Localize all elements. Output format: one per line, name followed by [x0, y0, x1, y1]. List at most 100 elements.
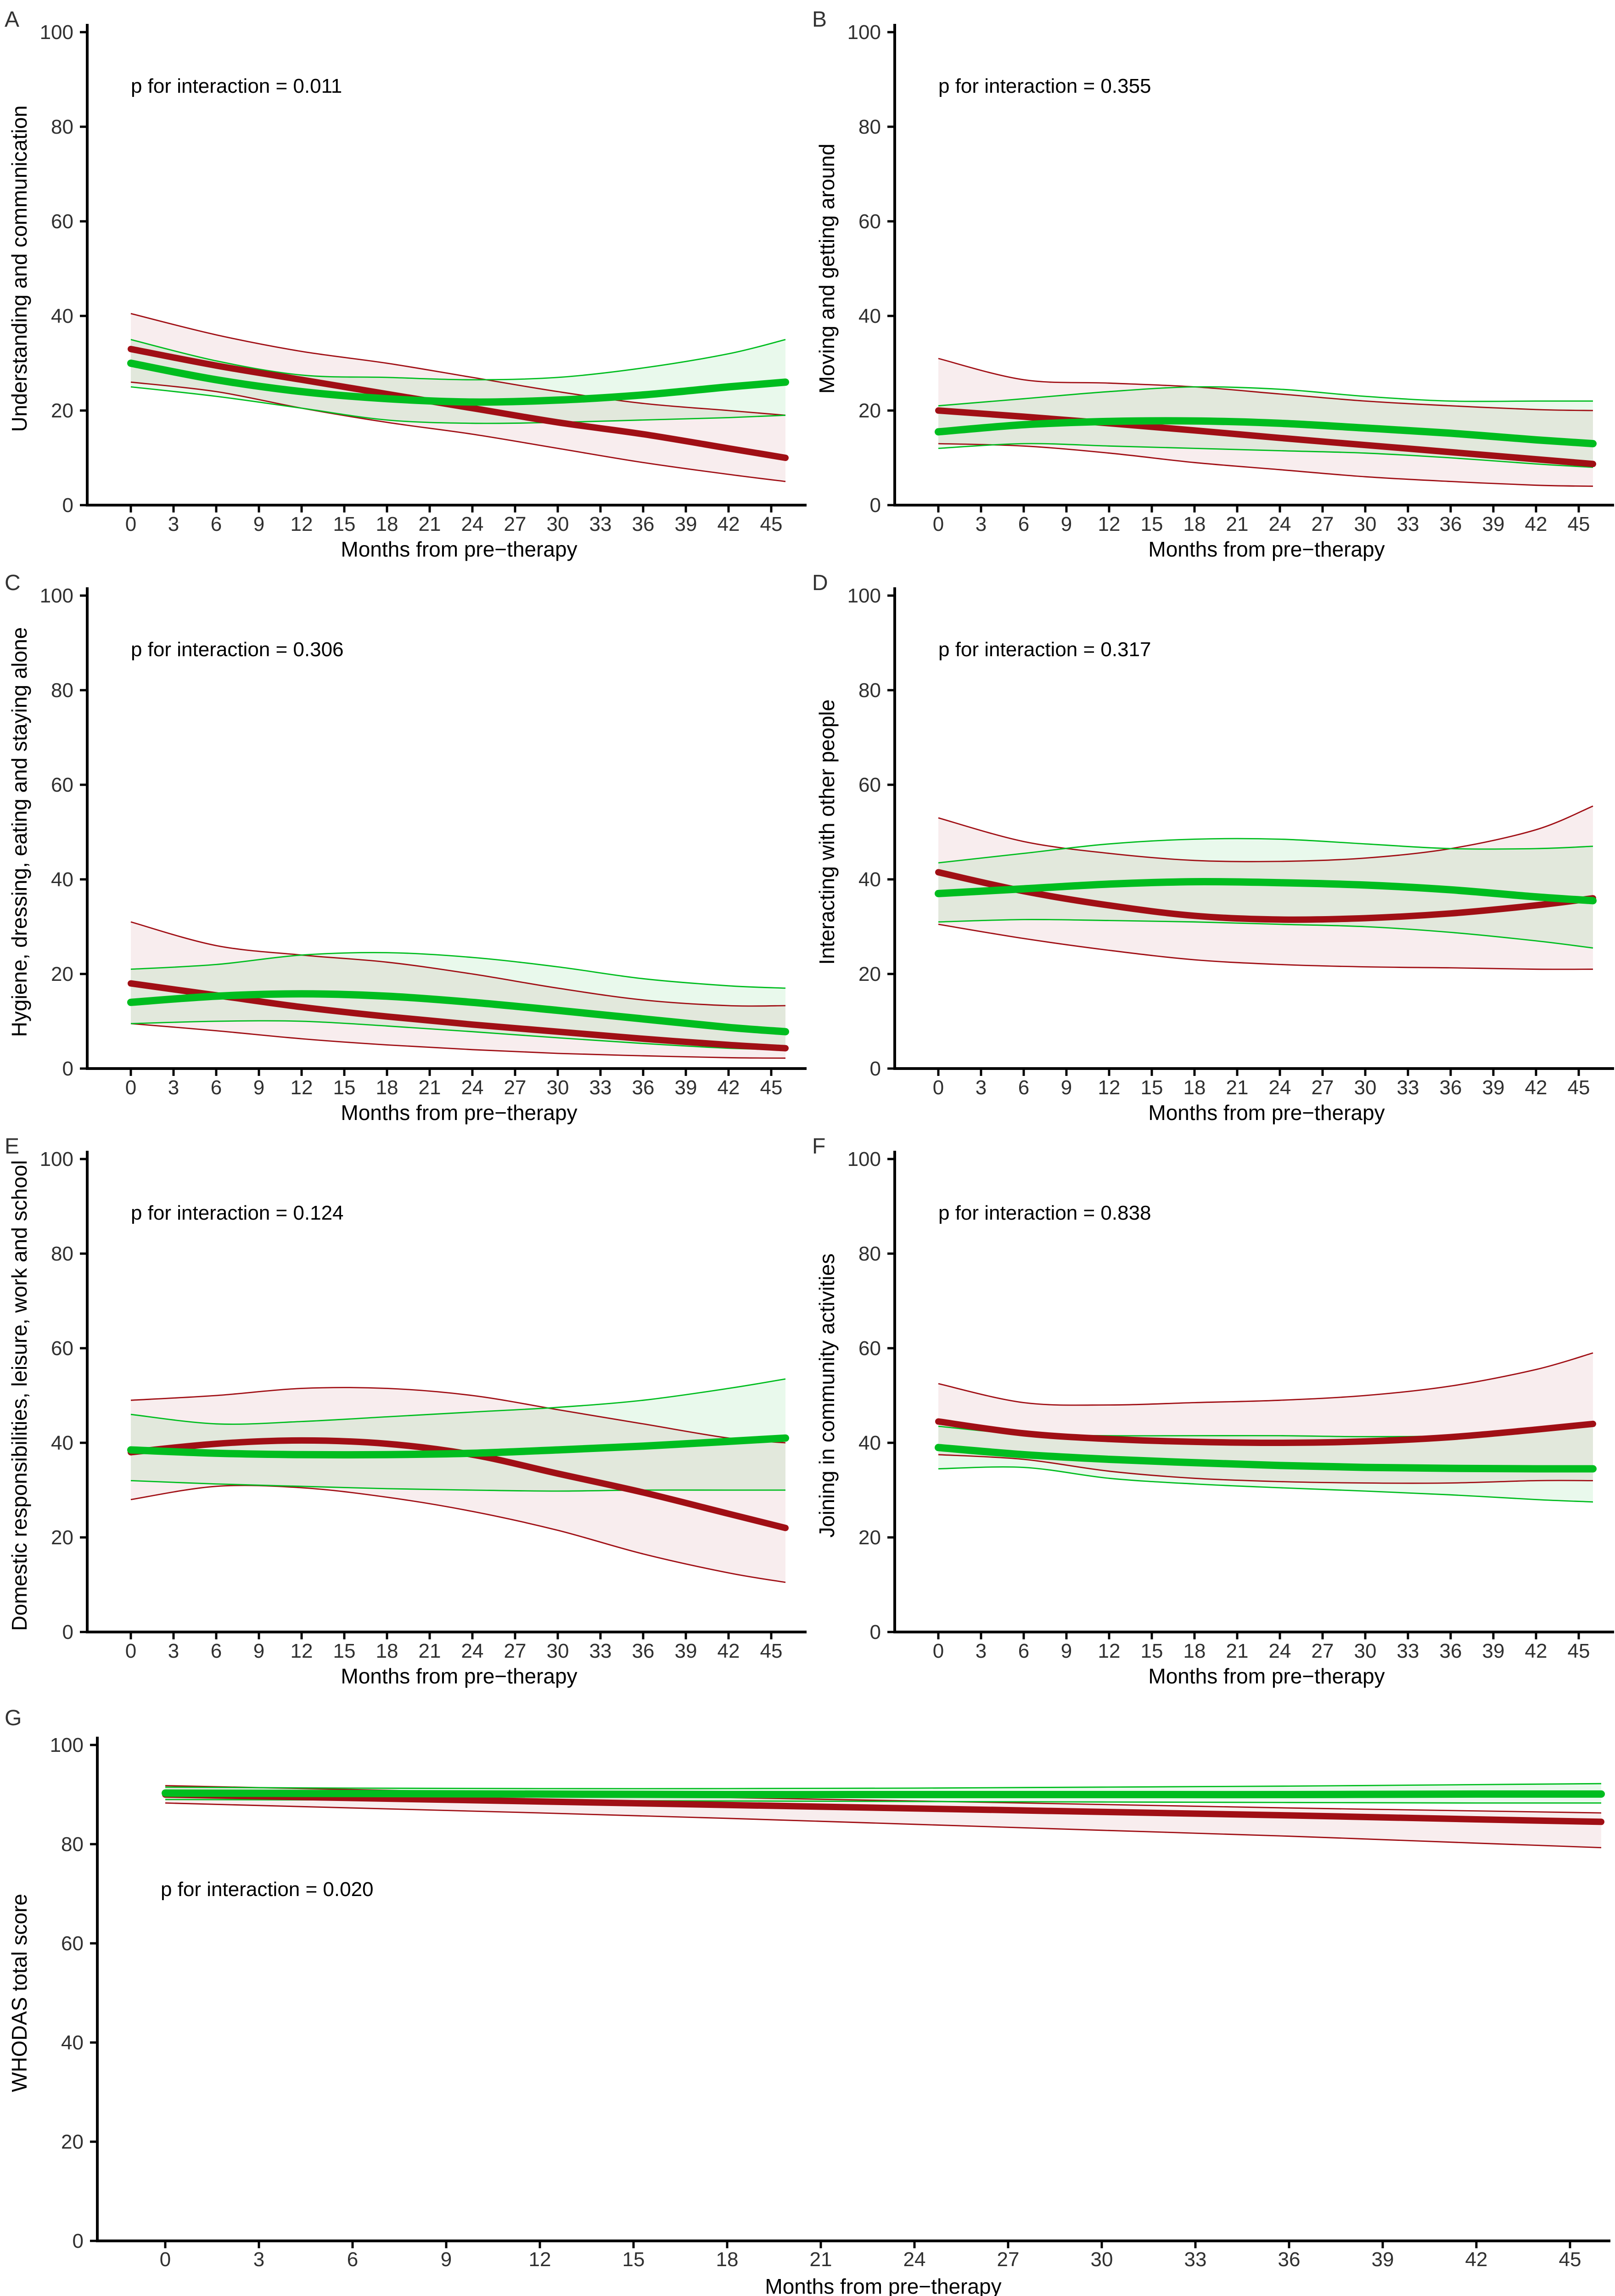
tau-ci-lower-line: [938, 923, 1593, 970]
panel-understanding-communication: 0 20 40 60 80 100 0 3 6 9 12 15 18 21 24 27 30 33 36 39 42 45…: [0, 0, 808, 563]
x-tick-label: 18: [1183, 513, 1206, 535]
y-tick-label: 0: [73, 2230, 84, 2252]
y-tick-label: 60: [858, 210, 881, 233]
x-tick-label: 15: [333, 1076, 356, 1099]
tau-ci-band: [131, 1387, 785, 1582]
y-tick-label: 80: [51, 679, 73, 702]
tau-ci-band: [131, 313, 785, 482]
tau-ci-lower-line: [130, 381, 786, 482]
y-tick-label: 40: [51, 868, 73, 891]
tau-ci-lower-line: [938, 1454, 1593, 1484]
x-tick-label: 3: [168, 513, 179, 535]
at-ci-lower-line: [130, 1020, 786, 1051]
at-ci-band: [131, 339, 785, 424]
panel-letter: C: [5, 571, 21, 595]
x-tick-label: 6: [1018, 513, 1029, 535]
tau-ci-lower-line: [130, 1023, 786, 1059]
y-tick-label: 20: [51, 1526, 73, 1549]
at-ci-lower-line: [938, 1466, 1593, 1503]
x-tick-label: 36: [1440, 1640, 1462, 1662]
y-tick-label: 80: [858, 679, 881, 702]
x-tick-label: 21: [1226, 1076, 1249, 1099]
p-interaction-label: p for interaction = 0.124: [131, 1202, 344, 1224]
x-tick-label: 45: [760, 1076, 783, 1099]
panel-letter: F: [812, 1134, 825, 1159]
x-tick-label: 33: [1184, 2248, 1207, 2271]
y-tick-label: 60: [51, 210, 73, 233]
y-tick-label: 40: [51, 1432, 73, 1454]
tau-mean-line: [935, 869, 1596, 923]
x-tick-label: 33: [1397, 513, 1419, 535]
x-tick-label: 45: [760, 513, 783, 535]
at-ci-upper-line: [165, 1783, 1602, 1790]
y-tick-label: 0: [870, 1058, 881, 1080]
y-tick-label: 0: [62, 1058, 73, 1080]
x-tick-label: 12: [1098, 513, 1121, 535]
x-tick-label: 42: [1525, 513, 1548, 535]
y-tick-label: 60: [51, 1337, 73, 1360]
panel-interacting-other-people: 0 20 40 60 80 100 0 3 6 9 12 15 18 21 24 27 30 33 36 39 42 45…: [808, 563, 1615, 1127]
at-ci-band: [938, 838, 1593, 948]
x-tick-label: 36: [632, 513, 655, 535]
y-tick-label: 100: [847, 21, 881, 44]
x-tick-label: 0: [933, 1640, 944, 1662]
x-tick-label: 24: [903, 2248, 926, 2271]
x-tick-label: 21: [419, 513, 441, 535]
p-interaction-label: p for interaction = 0.838: [938, 1202, 1151, 1224]
x-tick-label: 0: [125, 513, 136, 535]
tau-mean-line: [935, 407, 1596, 467]
y-axis-title: WHODAS total score: [7, 1894, 31, 2092]
x-axis-title: Months from pre−therapy: [341, 537, 577, 561]
x-tick-label: 18: [1183, 1076, 1206, 1099]
x-tick-label: 30: [1354, 513, 1377, 535]
x-tick-label: 3: [976, 513, 987, 535]
tau-ci-upper-line: [938, 1352, 1593, 1406]
x-tick-label: 12: [1098, 1640, 1121, 1662]
x-tick-label: 12: [1098, 1076, 1121, 1099]
y-tick-label: 80: [858, 1243, 881, 1265]
y-tick-label: 60: [61, 1932, 84, 1955]
x-tick-label: 6: [211, 1076, 222, 1099]
y-tick-label: 80: [51, 1243, 73, 1265]
tau-ci-upper-line: [130, 313, 786, 416]
x-tick-label: 45: [1559, 2248, 1581, 2271]
x-tick-label: 39: [1482, 513, 1505, 535]
x-tick-label: 45: [1568, 1076, 1590, 1099]
panel-domestic-responsibilities: 0 20 40 60 80 100 0 3 6 9 12 15 18 21 24 27 30 33 36 39 42 45…: [0, 1127, 808, 1690]
x-tick-label: 36: [1440, 513, 1462, 535]
x-tick-label: 9: [1061, 1076, 1072, 1099]
x-tick-label: 30: [547, 1640, 569, 1662]
y-axis-title: Understanding and communication: [7, 106, 31, 432]
y-tick-label: 40: [858, 868, 881, 891]
x-tick-label: 24: [1269, 1076, 1291, 1099]
x-tick-label: 12: [291, 1640, 313, 1662]
x-tick-label: 36: [1278, 2248, 1301, 2271]
y-axis-title: Joining in community activities: [815, 1254, 839, 1538]
y-tick-label: 0: [62, 1621, 73, 1643]
x-tick-label: 33: [589, 1076, 612, 1099]
x-tick-label: 15: [333, 513, 356, 535]
x-tick-label: 6: [211, 1640, 222, 1662]
x-tick-label: 42: [718, 1640, 740, 1662]
x-tick-label: 12: [291, 1076, 313, 1099]
x-tick-label: 18: [1183, 1640, 1206, 1662]
y-axis-title: Hygiene, dressing, eating and staying al…: [7, 627, 31, 1037]
at-ci-upper-line: [938, 838, 1593, 864]
tau-mean-line: [128, 346, 789, 461]
panel-hygiene-dressing: 0 20 40 60 80 100 0 3 6 9 12 15 18 21 24 27 30 33 36 39 42 45…: [0, 563, 808, 1127]
y-tick-label: 80: [51, 116, 73, 138]
x-tick-label: 24: [461, 1640, 484, 1662]
x-tick-label: 30: [1354, 1640, 1377, 1662]
x-tick-label: 3: [168, 1640, 179, 1662]
x-tick-label: 27: [1312, 513, 1334, 535]
x-tick-label: 39: [1482, 1640, 1505, 1662]
y-tick-label: 100: [40, 585, 73, 607]
x-tick-label: 6: [1018, 1076, 1029, 1099]
x-tick-label: 15: [1141, 1076, 1163, 1099]
panel-whodas-total: 0 20 40 60 80 100 0 3 6 9 12 15 18 21 24 27 30 33 36 39 42 45…: [0, 1690, 1615, 2296]
tau-ci-upper-line: [938, 358, 1593, 411]
panel-community-activities: 0 20 40 60 80 100 0 3 6 9 12 15 18 21 24 27 30 33 36 39 42 45…: [808, 1127, 1615, 1690]
